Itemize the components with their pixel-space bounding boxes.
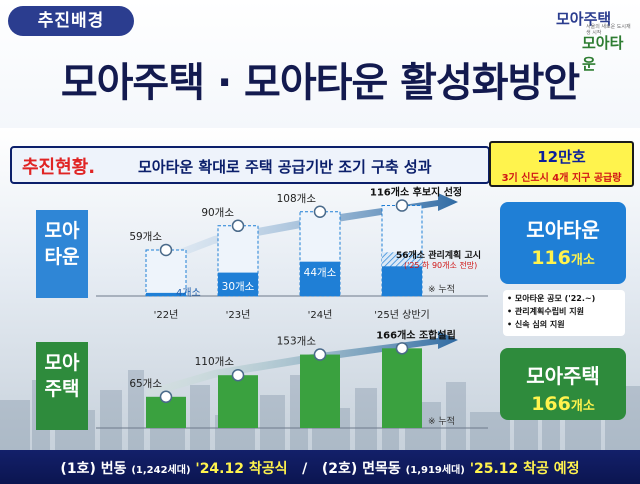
moatown-point-24 [313,205,327,219]
moatown-cumulative-label-24: 108개소 [277,193,317,205]
project-2-households: (1,919세대) [405,465,465,476]
moahouse-card-unit: 개소 [570,399,595,414]
moatown-managed-label-22: 4개소 [176,287,201,299]
moahouse-side-line2: 주택 [44,378,80,400]
subheader-head: 추진현황. [22,157,96,178]
project-1-households: (1,242세대) [131,465,191,476]
project-2-date: '25.12 착공 예정 [464,461,580,477]
moa-logo: 모아주택 서울의 새로운 도시재생 시작 모아타운 [552,2,636,73]
moahouse-trend-arrow [146,331,458,398]
logo-subtext: 서울의 새로운 도시재생 시작 [586,24,631,36]
moatown-managed-label-25h1: 56개소 관리계획 고시 [396,249,481,261]
moatown-managed-label-23: 30개소 [222,281,255,293]
moatown-side-line1: 모아 [44,220,80,242]
moahouse-bar-24 [300,354,340,428]
moatown-projection-note: ('25 하 90개소 전망) [404,260,477,270]
moatown-trend-arrow [146,193,458,270]
moatown-managed-bar-22 [146,292,186,296]
project-1-date: '24.12 착공식 [190,461,288,477]
note-item-1: • 모아타운 공모 ('22.~) [507,294,596,303]
moatown-xtick-24: '24년 [308,309,333,321]
note-item-3: • 신속 심의 지원 [507,320,565,329]
moahouse-side-label: 모아 주택 [36,342,88,430]
moahouse-card-number: 166 [531,393,571,415]
logo-text-1: 모아주택 [556,10,612,28]
moatown-xtick-23: '23년 [226,309,251,321]
moatown-point-22 [159,243,173,257]
moatown-xtick-22: '22년 [154,309,179,321]
page-title: 모아주택 · 모아타운 활성화방안 [60,60,580,106]
moahouse-value-label-25h1: 166개소 조합설립 [376,328,456,341]
moatown-managed-bar-23 [218,272,258,296]
moatown-side-line2: 타운 [44,246,80,268]
moatown-managed-bar-25h1 [382,266,422,296]
moahouse-card-count: 166개소 [500,393,626,415]
moatown-point-23 [231,219,245,233]
moatown-card-name: 모아타운 [526,218,600,242]
moahouse-bar-23 [218,375,258,428]
moatown-cumulative-bar-22 [145,249,187,297]
moatown-cumulative-label-25h1: 116개소 후보지 선정 [370,186,462,199]
logo-text-2: 모아타운 [582,34,624,73]
project-2-name: (2호) 면목동 [321,461,406,477]
section-tag: 추진배경 [8,6,134,36]
bottom-banner-line: (1호) 번동 (1,242세대) '24.12 착공식 / (2호) 면목동 … [0,458,640,478]
moatown-summary-card: 모아타운 116개소 [500,202,626,284]
moahouse-cumulative-note: ※ 누적 [428,415,455,427]
moahouse-point-23 [231,368,245,382]
moatown-managed-label-24: 44개소 [304,267,337,279]
moahouse-value-label-24: 153개소 [277,336,317,348]
moahouse-value-label-22: 65개소 [129,378,162,390]
moatown-card-count: 116개소 [500,247,626,269]
moatown-point-25h1 [395,199,409,212]
moahouse-value-label-23: 110개소 [195,356,235,368]
moatown-side-label: 모아 타운 [36,210,88,298]
moatown-cumulative-label-22: 59개소 [129,231,162,243]
moatown-card-unit: 개소 [570,253,595,268]
moahouse-side-line1: 모아 [44,352,80,374]
moahouse-card-name: 모아주택 [526,364,600,388]
subheader-text: 모아타운 확대로 주택 공급기반 조기 구축 성과 [138,158,432,176]
supply-description: 3기 신도시 4개 지구 공급량 [501,173,622,184]
moahouse-bar-25h1 [382,348,422,428]
project-separator: / [287,461,322,477]
moatown-card-number: 116 [531,247,571,269]
moahouse-point-25h1 [395,342,409,355]
moatown-cumulative-note: ※ 누적 [428,283,455,295]
supply-comparison-box: 12만호 3기 신도시 4개 지구 공급량 [489,141,634,187]
moahouse-point-22 [159,390,173,404]
bottom-banner: (1호) 번동 (1,242세대) '24.12 착공식 / (2호) 면목동 … [0,450,640,484]
note-item-2: • 관리계획수립비 지원 [507,307,584,316]
moatown-managed-bar-24 [300,261,340,296]
moahouse-point-24 [313,348,327,361]
support-notes: • 모아타운 공모 ('22.~) • 관리계획수립비 지원 • 신속 심의 지… [503,290,625,336]
moatown-cumulative-label-23: 90개소 [201,207,234,219]
moahouse-summary-card: 모아주택 166개소 [500,348,626,420]
supply-amount: 12만호 [537,148,586,166]
moatown-xtick-25h1: '25년 상반기 [374,309,429,321]
project-1-name: (1호) 번동 [60,461,132,477]
status-subheader: 추진현황. 모아타운 확대로 주택 공급기반 조기 구축 성과 [10,146,490,184]
